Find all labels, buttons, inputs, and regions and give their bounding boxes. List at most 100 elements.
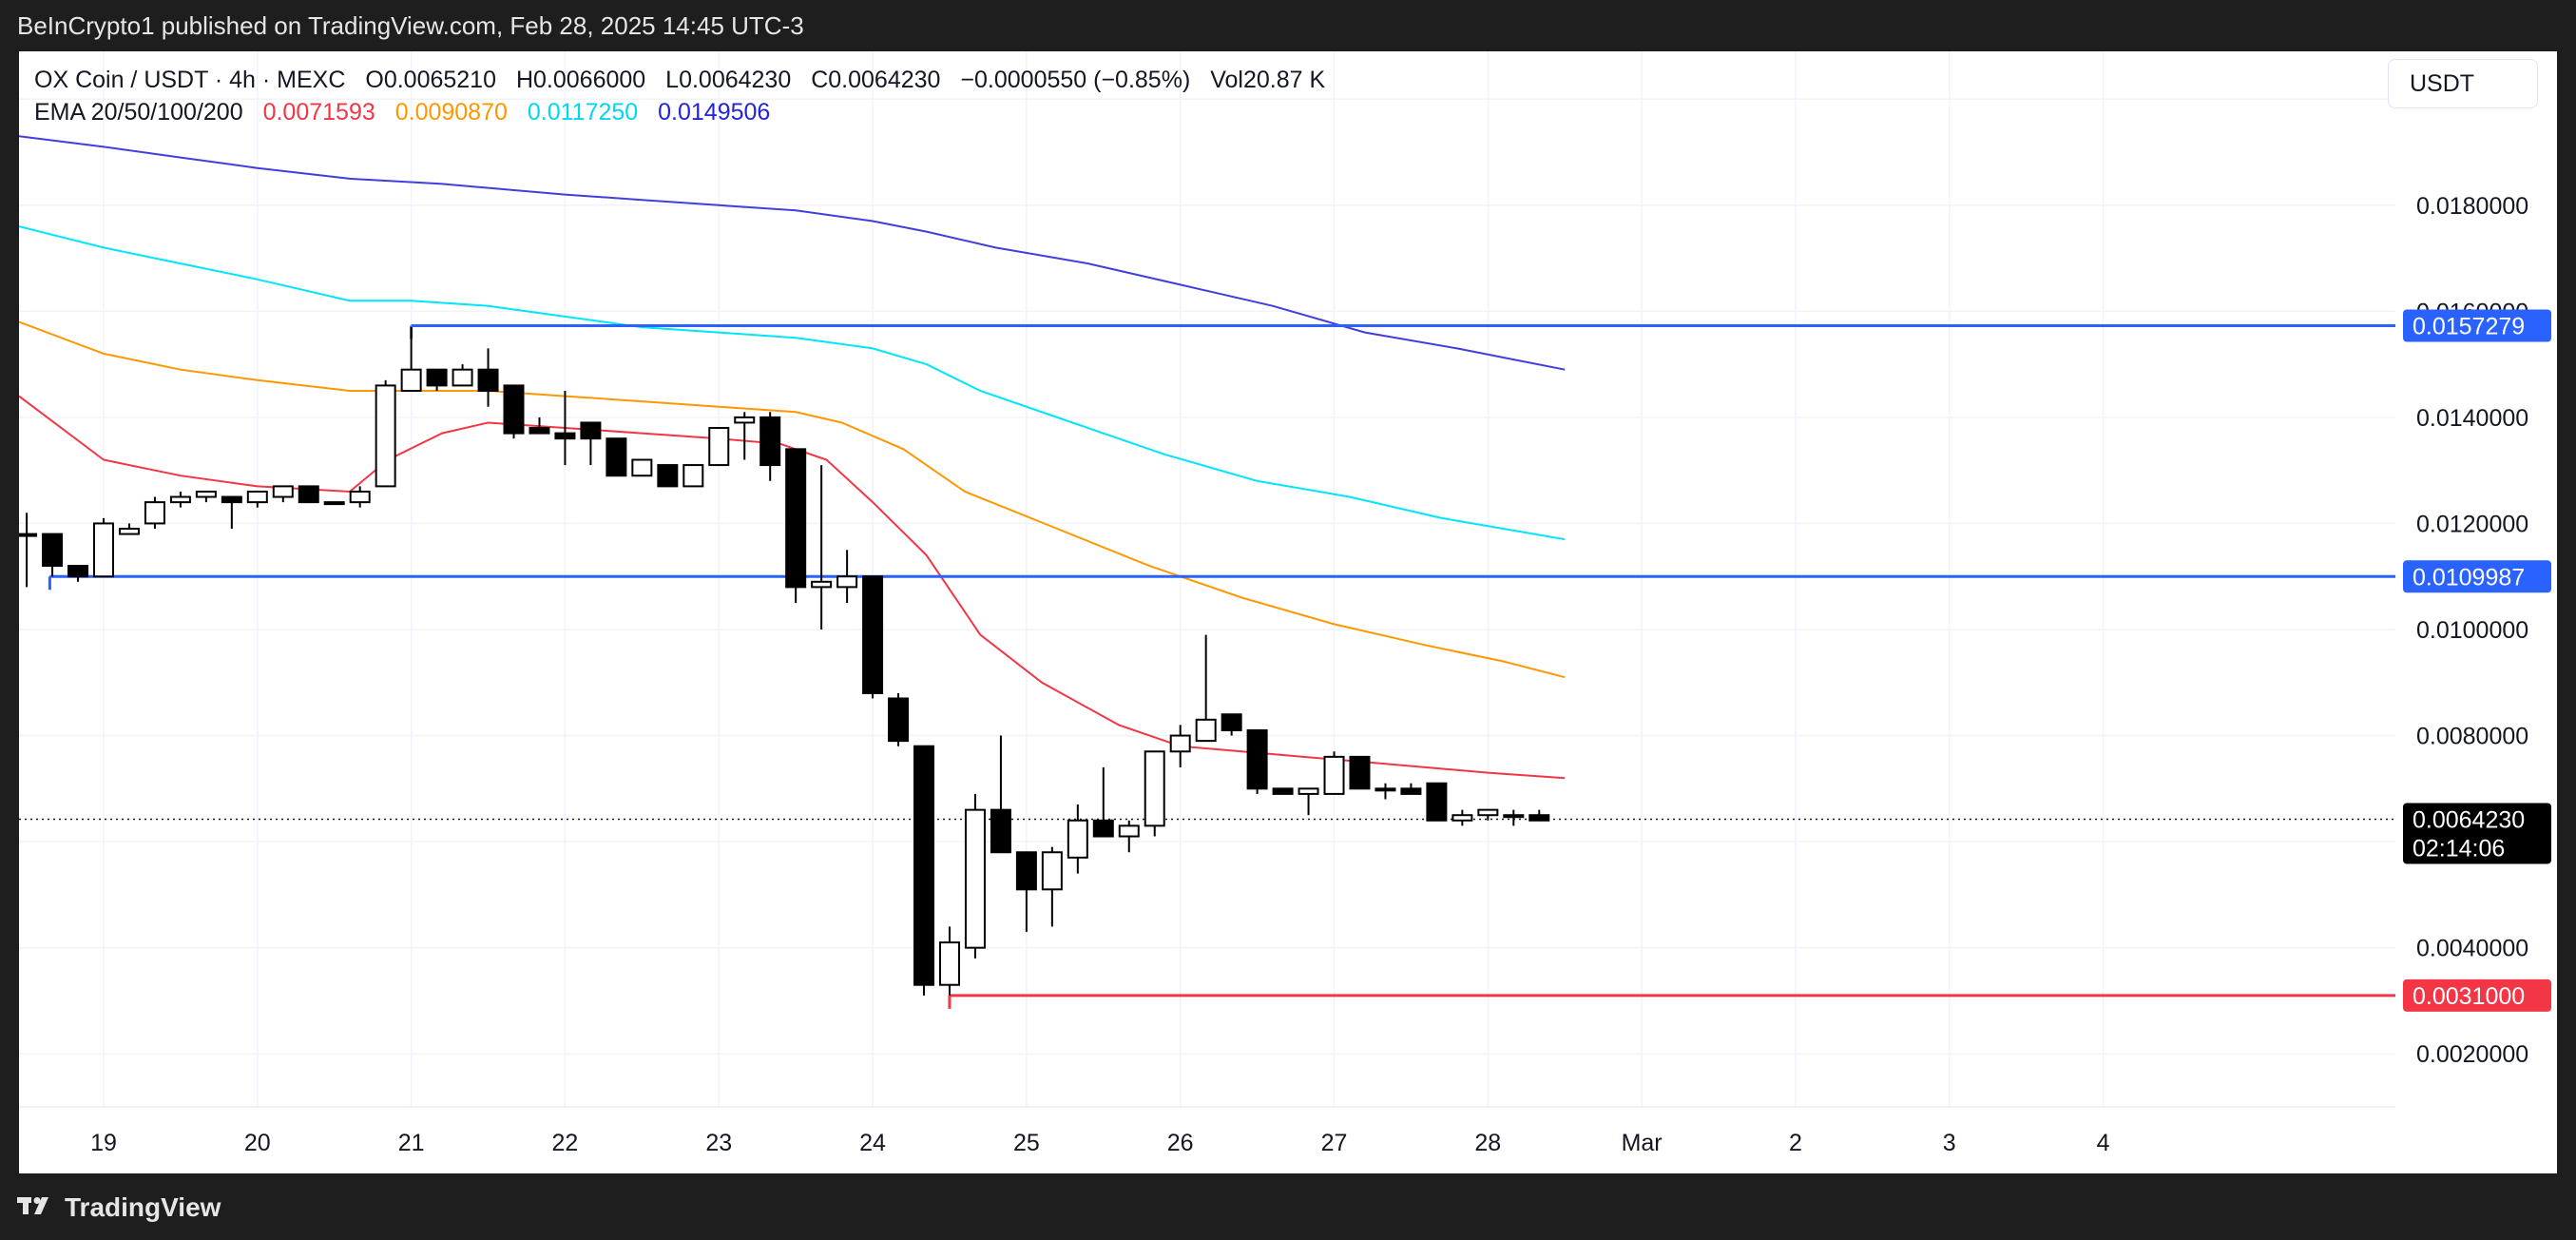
candle	[323, 501, 345, 506]
candle-body	[606, 437, 627, 477]
x-tick-label: 21	[398, 1130, 425, 1156]
chart-panel[interactable]: 0.00200000.00400000.00600000.00800000.01…	[19, 51, 2557, 1173]
price-change: −0.0000550 (−0.85%)	[960, 67, 1191, 93]
candle	[67, 565, 89, 582]
candle-body	[1092, 819, 1114, 838]
candle	[118, 523, 140, 535]
tradingview-logo-icon	[17, 1197, 48, 1214]
candle-body	[1477, 808, 1499, 817]
symbol-legend: OX Coin / USDT · 4h · MEXC O0.0065210 H0…	[34, 67, 1338, 94]
candle	[836, 550, 858, 604]
candle-body	[169, 495, 191, 504]
ema100-value: 0.0117250	[527, 99, 639, 126]
price-chart[interactable]: 0.00200000.00400000.00600000.00800000.01…	[19, 51, 2557, 1173]
candle	[92, 517, 114, 578]
candle	[862, 575, 884, 699]
candle	[1426, 782, 1448, 822]
candle-body	[657, 464, 679, 488]
candle-body	[452, 368, 473, 387]
candle-body	[118, 528, 140, 535]
candle-body	[1400, 787, 1422, 795]
y-tick-label: 0.0120000	[2416, 511, 2528, 537]
candle-body	[1144, 750, 1165, 827]
resistance-high-price-tag	[2403, 309, 2551, 342]
candle	[888, 692, 910, 746]
ohlc-low: L0.0064230	[665, 67, 792, 93]
symbol-name[interactable]: OX Coin / USDT · 4h · MEXC	[34, 67, 346, 93]
candle	[1528, 809, 1550, 822]
candle-body	[1015, 851, 1037, 891]
publisher-header: BeInCrypto1 published on TradingView.com…	[0, 0, 2576, 51]
candle-body	[631, 458, 653, 477]
candle-body	[888, 697, 910, 743]
ema-label[interactable]: EMA 20/50/100/200	[34, 99, 243, 126]
candle-body	[195, 490, 217, 498]
candle	[246, 490, 268, 508]
y-tick-label: 0.0100000	[2416, 617, 2528, 644]
candle-body	[426, 368, 448, 387]
ema50-line	[19, 320, 1566, 679]
candle	[452, 364, 473, 387]
support-low-price-tag	[2403, 978, 2551, 1012]
x-tick-label: 24	[859, 1130, 886, 1156]
candle-body	[554, 432, 576, 440]
candle	[272, 485, 294, 503]
last-price-tag	[2403, 803, 2551, 864]
candle	[759, 412, 781, 481]
ema-legend: EMA 20/50/100/200 0.0071593 0.0090870 0.…	[34, 99, 783, 126]
candle	[938, 926, 960, 996]
x-tick-label: 27	[1321, 1130, 1348, 1156]
candle	[1195, 634, 1217, 743]
candle	[298, 485, 319, 504]
last-price-label: 0.0064230	[2413, 807, 2525, 834]
candle	[1400, 783, 1422, 795]
candle-body	[298, 485, 319, 504]
x-tick-label: 22	[552, 1130, 579, 1156]
x-tick-label: 25	[1013, 1130, 1040, 1156]
tradingview-logo[interactable]: TradingView	[17, 1192, 221, 1223]
candle	[682, 464, 704, 488]
candle	[1375, 783, 1396, 800]
ema200-value: 0.0149506	[658, 99, 771, 126]
x-tick-label: 23	[705, 1130, 732, 1156]
candle-body	[503, 384, 525, 435]
candle-body	[42, 533, 64, 568]
candle-body	[964, 808, 986, 949]
candle	[349, 486, 371, 508]
grid-lines	[19, 51, 2395, 1107]
y-tick-label: 0.0040000	[2416, 936, 2528, 962]
candle	[1118, 820, 1140, 853]
candle	[631, 458, 653, 477]
y-tick-label: 0.0080000	[2416, 724, 2528, 750]
candle	[42, 533, 64, 577]
candle-body	[990, 808, 1011, 854]
ohlc-close: C0.0064230	[811, 67, 941, 93]
x-tick-label: 2	[1789, 1130, 1802, 1156]
x-tick-label: Mar	[1622, 1130, 1663, 1156]
candle	[169, 491, 191, 508]
candle	[734, 412, 756, 460]
candle	[400, 327, 422, 392]
candle-body	[144, 501, 165, 525]
candle	[990, 735, 1011, 854]
candle-body	[1298, 787, 1319, 795]
candle-body	[272, 485, 294, 498]
resistance-mid-price-label: 0.0109987	[2413, 564, 2525, 591]
ema200-line	[19, 135, 1566, 371]
candle	[1246, 728, 1268, 794]
candle-body	[759, 416, 781, 467]
currency-selector[interactable]: USDT	[2388, 59, 2538, 108]
candle	[503, 384, 525, 439]
candle-body	[1503, 814, 1525, 819]
candle	[375, 379, 396, 488]
candle-body	[580, 421, 602, 440]
candle-body	[349, 490, 371, 504]
candle-body	[67, 565, 89, 578]
candle-body	[400, 368, 422, 392]
candle	[19, 513, 38, 588]
candle	[1169, 725, 1191, 768]
candle-body	[1451, 814, 1473, 822]
resistance-mid-price-tag	[2403, 560, 2551, 593]
candle	[708, 427, 730, 467]
candle	[1323, 751, 1345, 795]
